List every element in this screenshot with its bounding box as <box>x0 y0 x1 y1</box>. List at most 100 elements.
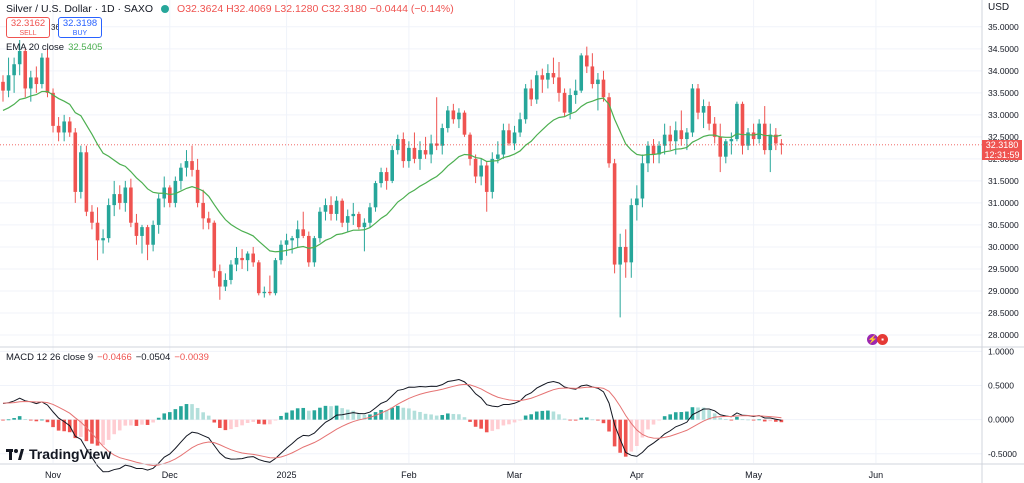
candle-body <box>501 130 506 155</box>
candle-body <box>62 121 66 133</box>
macd-histogram-bar <box>757 419 761 421</box>
macd-histogram-bar <box>612 419 617 447</box>
macd-histogram-bar <box>95 419 100 446</box>
ema-legend[interactable]: EMA 20 close 32.5405 <box>6 42 102 53</box>
candle-body <box>1 81 5 91</box>
macd-histogram-bar <box>623 419 628 457</box>
candle-body <box>662 134 667 146</box>
candle-body <box>6 75 11 91</box>
macd-histogram-bar <box>301 407 306 420</box>
macd-histogram-bar <box>1 419 5 421</box>
macd-histogram-bar <box>746 419 750 421</box>
macd-histogram-bar <box>357 413 361 420</box>
time-tick-label: Apr <box>630 470 644 480</box>
candle-body <box>279 244 283 261</box>
currency-label[interactable]: USD <box>988 2 1010 13</box>
candle-body <box>351 213 356 217</box>
candle-body <box>651 145 656 155</box>
candle-body <box>329 205 333 214</box>
macd-histogram-bar <box>84 419 89 442</box>
candle-body <box>746 132 750 146</box>
candle-body <box>740 103 745 146</box>
macd-histogram-bar <box>473 419 478 427</box>
buy-button[interactable]: 32.3198 BUY <box>58 17 102 38</box>
macd-histogram-bar <box>601 419 606 424</box>
candle-body <box>774 134 778 144</box>
candle-body <box>457 112 461 120</box>
candle-body <box>679 130 684 140</box>
macd-histogram-bar <box>256 419 261 424</box>
candle-body <box>168 187 172 203</box>
candle-body <box>523 88 528 120</box>
candle-body <box>484 165 489 192</box>
candle-body <box>468 134 472 159</box>
macd-histogram-bar <box>12 418 16 420</box>
candle-body <box>373 183 378 208</box>
candle-body <box>40 57 44 85</box>
macd-histogram-bar <box>590 419 595 421</box>
macd-histogram-bar <box>29 419 33 421</box>
macd-histogram-bar <box>307 410 311 420</box>
macd-histogram-bar <box>518 419 522 421</box>
candle-body <box>440 128 445 146</box>
macd-histogram-bar <box>6 419 11 421</box>
candle-body <box>729 139 734 142</box>
macd-legend[interactable]: MACD 12 26 close 9 −0.0466 −0.0504 −0.0039 <box>6 352 209 363</box>
us-flag-event-icon[interactable]: ▪ <box>877 334 888 345</box>
time-tick-label: Mar <box>507 470 523 480</box>
macd-histogram-bar <box>434 415 439 420</box>
candle-body <box>134 222 139 236</box>
candle-body <box>473 158 478 177</box>
sell-label: SELL <box>19 30 37 37</box>
macd-histogram-bar <box>312 410 317 420</box>
candle-body <box>462 112 467 135</box>
sell-button[interactable]: 32.3162 SELL <box>6 17 50 38</box>
macd-histogram-bar <box>685 411 689 420</box>
macd-histogram-bar <box>240 419 244 426</box>
symbol-title[interactable]: Silver / U.S. Dollar · 1D · SAXO <box>6 3 154 15</box>
candle-body <box>179 167 183 181</box>
macd-histogram-bar <box>557 414 561 420</box>
candle-body <box>724 141 728 157</box>
dividend-flash-icon[interactable]: ⚡ <box>867 334 878 345</box>
macd-histogram-bar <box>701 407 706 420</box>
candle-body <box>395 139 400 151</box>
candle-body <box>629 205 634 263</box>
macd-histogram-bar <box>779 419 784 423</box>
sell-price: 32.3162 <box>10 18 46 29</box>
symbol-header[interactable]: Silver / U.S. Dollar · 1D · SAXO O32.362… <box>6 3 454 15</box>
candle-body <box>507 130 511 144</box>
macd-histogram-bar <box>284 412 289 420</box>
macd-histogram-bar <box>345 409 350 420</box>
candle-body <box>195 169 200 203</box>
price-tick-label: 29.5000 <box>988 264 1019 274</box>
candle-body <box>256 262 261 294</box>
candle-body <box>551 73 556 78</box>
macd-histogram-bar <box>79 419 83 437</box>
tradingview-logo[interactable]: TradingView <box>6 446 111 462</box>
macd-histogram-bar <box>34 419 39 422</box>
candle-body <box>379 172 383 184</box>
time-tick-label: 2025 <box>277 470 297 480</box>
bar-countdown: 12:31:59 <box>984 150 1020 160</box>
candle-body <box>73 132 78 192</box>
candle-body <box>240 257 244 261</box>
macd-histogram-bar <box>273 419 278 421</box>
macd-line-value: −0.0504 <box>135 352 171 363</box>
macd-histogram-bar <box>635 419 639 446</box>
macd-histogram-bar <box>751 419 756 421</box>
macd-histogram-bar <box>51 419 55 428</box>
macd-histogram-bar <box>646 419 650 430</box>
macd-histogram-bar <box>101 419 105 446</box>
macd-histogram-bar <box>673 412 678 420</box>
candle-body <box>362 222 367 228</box>
candle-body <box>696 88 700 113</box>
candle-body <box>434 143 439 146</box>
candle-body <box>95 222 100 241</box>
macd-histogram-bar <box>140 419 144 425</box>
macd-histogram-bar <box>206 415 211 420</box>
macd-histogram-bar <box>735 416 739 420</box>
candle-body <box>190 161 194 170</box>
